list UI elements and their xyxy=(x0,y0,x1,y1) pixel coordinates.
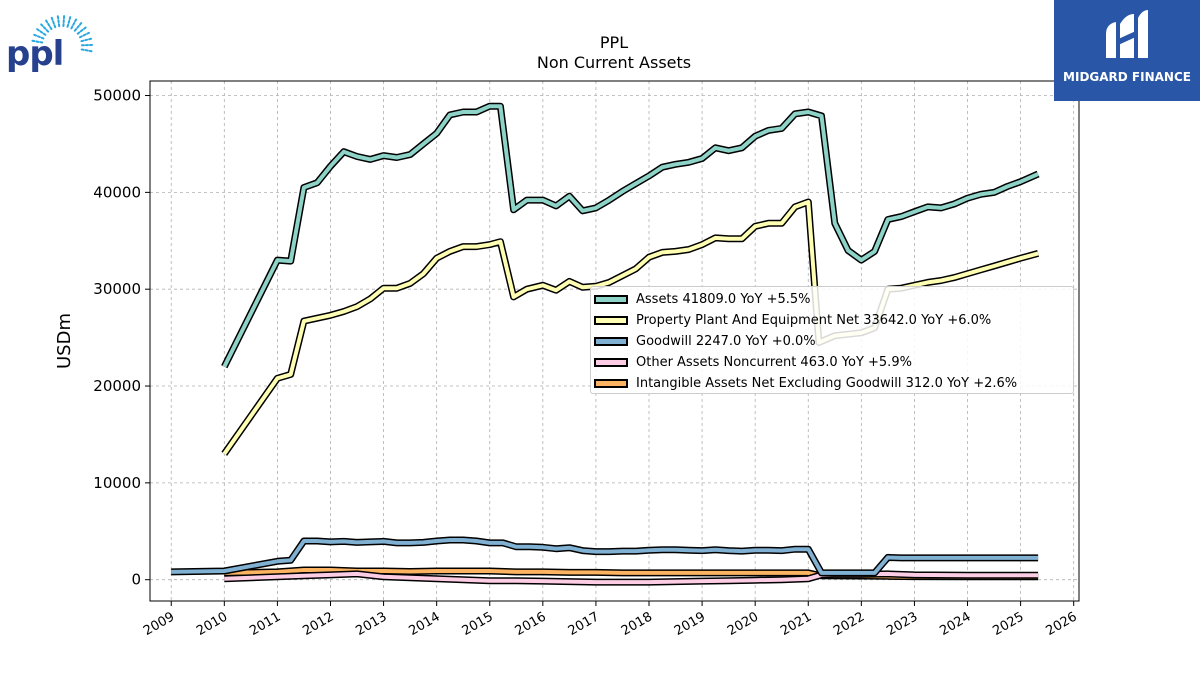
y-tick-label: 30000 xyxy=(93,280,141,298)
legend-label-intangible: Intangible Assets Net Excluding Goodwill… xyxy=(636,376,1018,391)
x-tick-label: 2019 xyxy=(672,609,708,639)
ppl-logo-text: ppl xyxy=(6,34,64,74)
chart-title: PPL xyxy=(600,33,628,52)
sunburst-ray xyxy=(66,16,72,28)
x-tick-label: 2023 xyxy=(884,609,920,639)
legend-swatch-intangible xyxy=(594,379,628,388)
legend-label-ppe: Property Plant And Equipment Net 33642.0… xyxy=(636,313,992,328)
sunburst-ray xyxy=(56,15,61,28)
y-tick-label: 50000 xyxy=(93,87,141,105)
sunburst-ray xyxy=(45,19,53,31)
legend-item-goodwill: Goodwill 2247.0 YoY +0.0% xyxy=(591,331,1073,352)
x-tick-label: 2021 xyxy=(778,609,814,639)
y-tick-label: 40000 xyxy=(93,183,141,201)
sunburst-ray xyxy=(62,15,66,28)
y-tick-label: 20000 xyxy=(93,377,141,395)
legend-label-other-assets: Other Assets Noncurrent 463.0 YoY +5.9% xyxy=(636,355,912,370)
x-tick-label: 2016 xyxy=(513,609,549,639)
series-line-goodwill xyxy=(171,538,1039,575)
chart-legend: Assets 41809.0 YoY +5.5% Property Plant … xyxy=(590,286,1074,394)
legend-swatch-assets xyxy=(594,295,628,304)
x-tick-label: 2009 xyxy=(141,609,177,639)
midgard-finance-name: MIDGARD FINANCE xyxy=(1063,70,1191,84)
sunburst-ray xyxy=(73,22,83,32)
x-tick-label: 2013 xyxy=(353,609,389,639)
x-tick-label: 2015 xyxy=(460,609,496,639)
x-tick-label: 2011 xyxy=(247,609,283,639)
x-tick-label: 2022 xyxy=(831,609,867,639)
x-tick-label: 2020 xyxy=(725,609,761,639)
sunburst-ray xyxy=(80,48,93,53)
sunburst-ray xyxy=(40,23,50,33)
x-tick-label: 2018 xyxy=(619,609,655,639)
x-tick-label: 2014 xyxy=(407,609,443,639)
ppl-logo: ppl xyxy=(4,6,100,76)
plot-frame xyxy=(149,80,1080,602)
legend-swatch-goodwill xyxy=(594,337,628,346)
sunburst-ray xyxy=(50,16,57,29)
y-axis-label: USDm xyxy=(54,313,75,369)
y-tick-label: 10000 xyxy=(93,474,141,492)
ppl-sunburst-icon xyxy=(31,15,93,53)
sunburst-ray xyxy=(76,26,87,35)
sunburst-ray xyxy=(33,33,45,40)
series-line-assets xyxy=(222,104,1039,368)
midgard-finance-logo: MIDGARD FINANCE xyxy=(1054,0,1200,101)
legend-swatch-ppe xyxy=(594,316,628,325)
y-tick-label: 0 xyxy=(131,571,141,589)
x-tick-label: 2017 xyxy=(566,609,602,639)
midgard-mark-icon xyxy=(1106,10,1148,58)
sunburst-ray xyxy=(70,18,78,30)
sunburst-ray xyxy=(36,28,47,36)
x-tick-label: 2024 xyxy=(937,609,973,639)
sunburst-ray xyxy=(78,31,90,39)
legend-label-assets: Assets 41809.0 YoY +5.5% xyxy=(636,292,811,307)
legend-item-ppe: Property Plant And Equipment Net 33642.0… xyxy=(591,310,1073,331)
legend-item-intangible: Intangible Assets Net Excluding Goodwill… xyxy=(591,373,1073,394)
legend-item-other-assets: Other Assets Noncurrent 463.0 YoY +5.9% xyxy=(591,352,1073,373)
legend-item-assets: Assets 41809.0 YoY +5.5% xyxy=(591,289,1073,310)
x-tick-label: 2025 xyxy=(990,609,1026,639)
chart-subtitle: Non Current Assets xyxy=(537,53,691,72)
legend-swatch-other-assets xyxy=(594,358,628,367)
x-tick-label: 2012 xyxy=(300,609,336,639)
sunburst-ray xyxy=(80,37,93,43)
x-tick-label: 2010 xyxy=(194,609,230,639)
sunburst-ray xyxy=(31,39,44,44)
x-tick-label: 2026 xyxy=(1044,609,1080,639)
legend-label-goodwill: Goodwill 2247.0 YoY +0.0% xyxy=(636,334,816,349)
